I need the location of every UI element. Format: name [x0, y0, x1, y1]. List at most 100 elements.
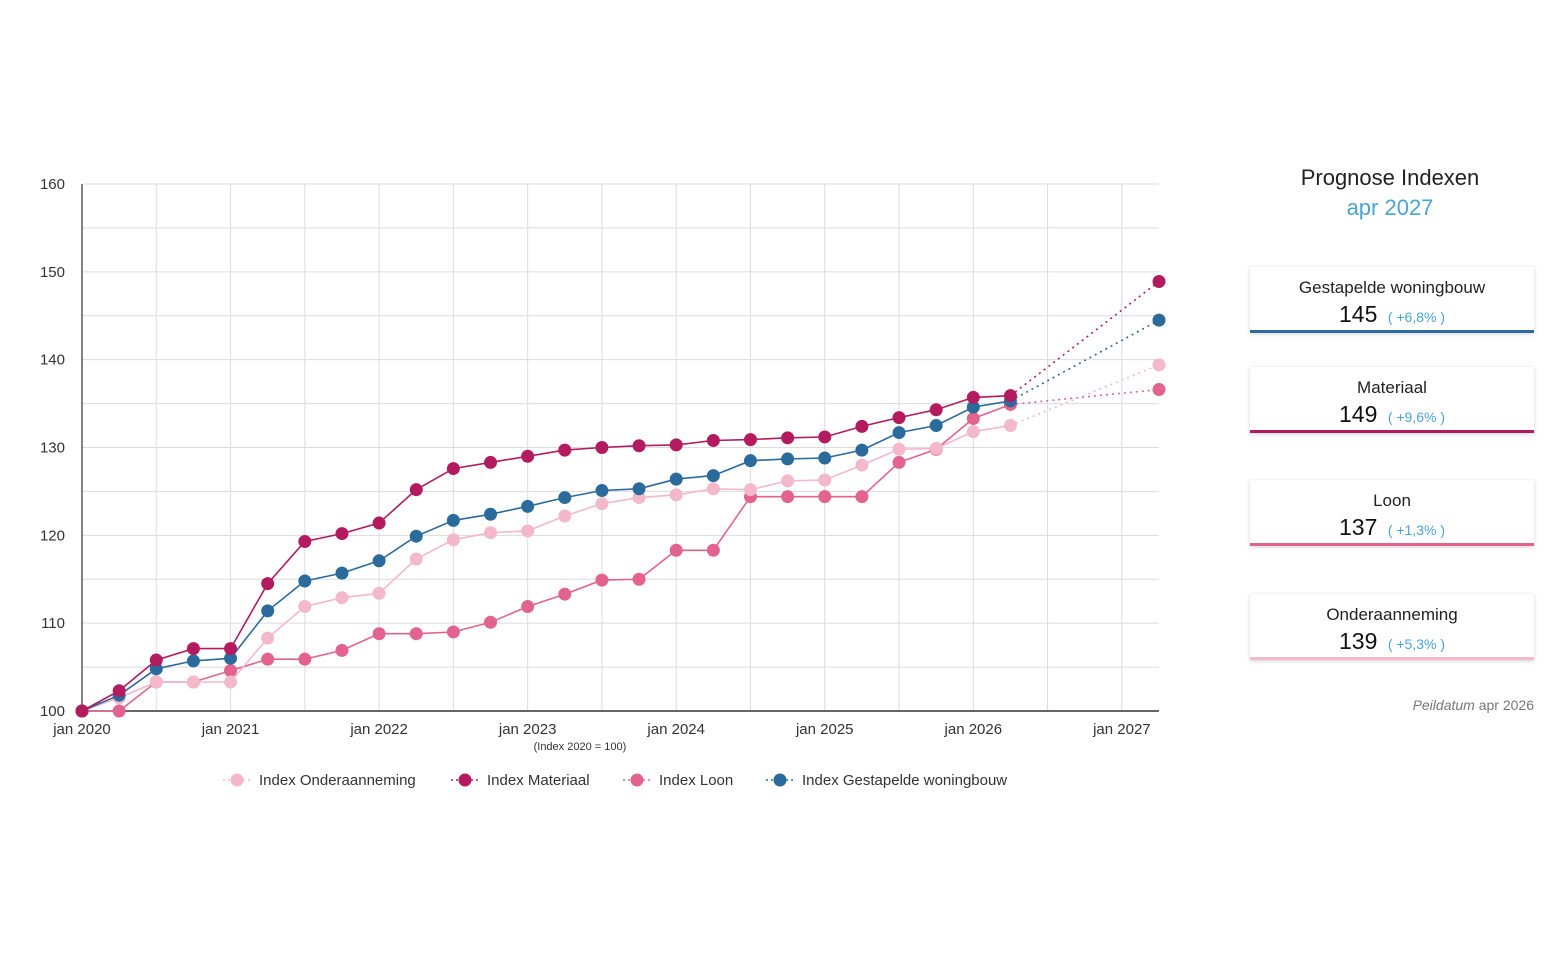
- card-label: Loon: [1373, 491, 1411, 510]
- legend-marker: [458, 773, 472, 787]
- data-point: [632, 439, 646, 453]
- data-point: [558, 587, 572, 601]
- data-point: [632, 482, 646, 496]
- data-point: [446, 513, 460, 527]
- data-point: [1003, 389, 1017, 403]
- data-point: [298, 652, 312, 666]
- data-point: [409, 483, 423, 497]
- series-index-loon: [75, 383, 1166, 718]
- x-tick-label: jan 2021: [201, 721, 260, 738]
- data-point: [818, 490, 832, 504]
- data-point: [1003, 419, 1017, 433]
- data-point: [186, 642, 200, 656]
- data-point: [409, 552, 423, 566]
- legend-label: Index Materiaal: [487, 772, 590, 789]
- forecast-panel: Prognose Indexen apr 2027: [1250, 165, 1534, 221]
- x-axis-note: (Index 2020 = 100): [534, 741, 627, 753]
- y-tick-label: 120: [40, 527, 65, 544]
- data-point: [966, 412, 980, 426]
- data-point: [335, 527, 349, 541]
- data-point: [335, 566, 349, 580]
- y-tick-label: 150: [40, 264, 65, 281]
- data-point: [929, 441, 943, 455]
- data-point: [966, 400, 980, 414]
- data-point: [372, 627, 386, 641]
- data-point: [818, 430, 832, 444]
- data-point: [409, 627, 423, 641]
- series-index-materiaal: [75, 274, 1166, 718]
- forecast-point: [1152, 313, 1166, 327]
- chart-grid: [82, 183, 1159, 711]
- data-point: [224, 664, 238, 678]
- data-point: [558, 443, 572, 457]
- data-point: [112, 704, 126, 718]
- y-tick-label: 130: [40, 440, 65, 457]
- data-point: [892, 455, 906, 469]
- data-point: [484, 615, 498, 629]
- card-change: ( +1,3% ): [1387, 522, 1446, 538]
- x-tick-label: jan 2026: [944, 721, 1003, 738]
- data-point: [595, 484, 609, 498]
- series-line: [82, 403, 1011, 712]
- data-point: [669, 472, 683, 486]
- x-tick-label: jan 2020: [52, 721, 111, 738]
- data-point: [261, 652, 275, 666]
- data-point: [632, 572, 646, 586]
- forecast-point: [1152, 383, 1166, 397]
- series-index-onderaanneming: [75, 358, 1166, 718]
- data-point: [112, 684, 126, 698]
- data-point: [521, 524, 535, 538]
- data-point: [781, 452, 795, 466]
- data-point: [224, 651, 238, 665]
- data-point: [706, 482, 720, 496]
- data-point: [372, 516, 386, 530]
- data-point: [261, 604, 275, 618]
- data-point: [855, 458, 869, 472]
- reference-date-label: Peildatum: [1412, 697, 1475, 713]
- data-point: [929, 419, 943, 433]
- forecast-line: [1010, 364, 1160, 427]
- legend-label: Index Onderaanneming: [259, 772, 416, 789]
- y-tick-label: 110: [41, 615, 65, 632]
- x-tick-label: jan 2025: [795, 721, 854, 738]
- data-point: [743, 483, 757, 497]
- data-point: [743, 454, 757, 468]
- forecast-card-gestapelde-woningbouw: Gestapelde woningbouw 145 ( +6,8% ): [1250, 267, 1534, 333]
- card-value: 149: [1338, 401, 1378, 427]
- forecast-point: [1152, 358, 1166, 372]
- card-color-bar: [1250, 330, 1534, 333]
- series-line: [81, 424, 1011, 712]
- panel-title: Prognose Indexen: [1300, 165, 1480, 190]
- series-index-gestapelde-woningbouw: [75, 313, 1166, 718]
- data-point: [521, 499, 535, 513]
- forecast-point: [1152, 274, 1166, 288]
- data-point: [261, 577, 275, 591]
- card-value: 145: [1338, 301, 1378, 327]
- card-label: Materiaal: [1357, 378, 1427, 397]
- data-point: [855, 419, 869, 433]
- x-tick-label: jan 2022: [349, 721, 408, 738]
- legend-marker: [630, 773, 644, 787]
- data-point: [484, 507, 498, 521]
- data-point: [855, 443, 869, 457]
- y-tick-label: 100: [40, 703, 65, 720]
- card-color-bar: [1250, 430, 1534, 433]
- data-point: [706, 469, 720, 483]
- y-tick-labels: 100 110 120 130 140 150 160: [40, 176, 65, 720]
- data-point: [372, 554, 386, 568]
- card-color-bar: [1250, 543, 1534, 546]
- forecast-line: [1010, 319, 1160, 402]
- data-point: [855, 490, 869, 504]
- data-point: [484, 455, 498, 469]
- data-point: [261, 631, 275, 645]
- data-point: [224, 642, 238, 656]
- chart-axes: [81, 184, 1159, 712]
- card-label: Onderaanneming: [1326, 605, 1458, 624]
- x-tick-label: jan 2024: [646, 721, 705, 738]
- forecast-line: [1010, 388, 1160, 406]
- data-point: [929, 403, 943, 417]
- forecast-line: [1009, 280, 1160, 397]
- chart-series: [75, 274, 1166, 718]
- data-point: [558, 491, 572, 505]
